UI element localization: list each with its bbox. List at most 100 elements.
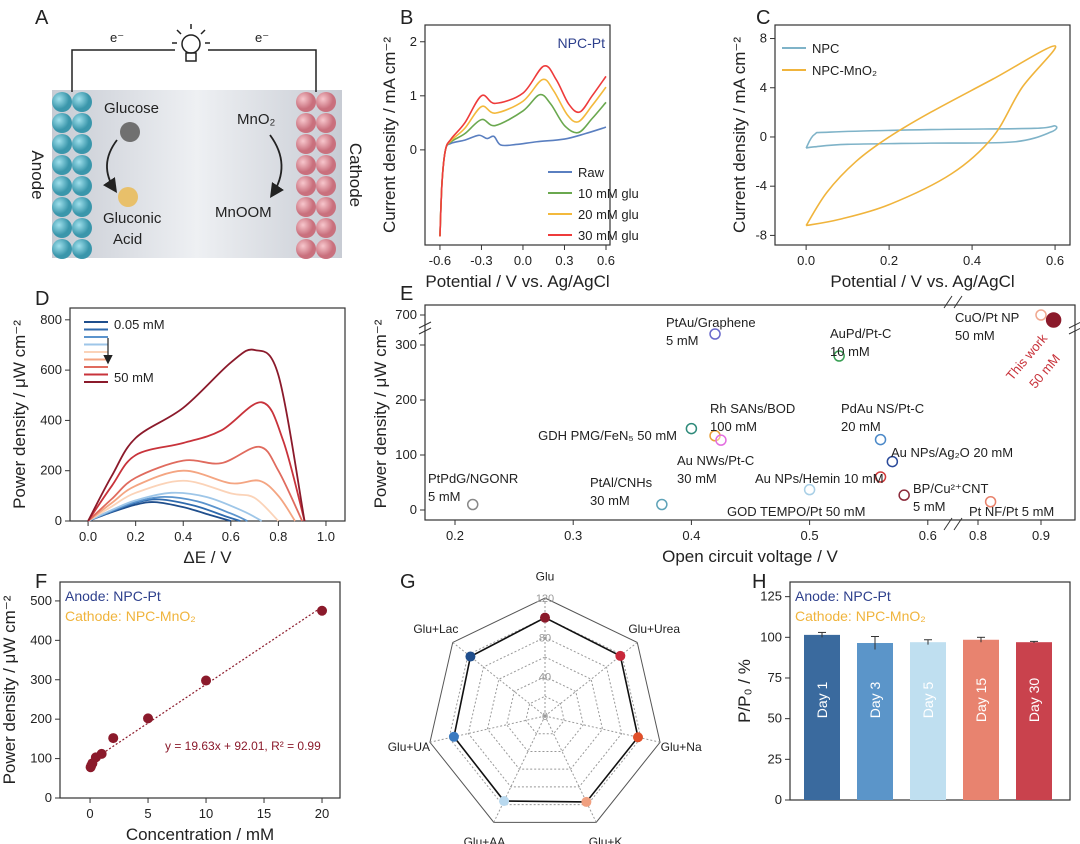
anode-particle [52,113,72,133]
bar [857,643,893,800]
radar-gridline [448,617,642,806]
data-point [886,455,899,468]
x-tick-label: 0.0 [79,529,97,544]
cathode-electrode [296,92,336,259]
glucose-label: Glucose [104,100,159,117]
x-tick-label: -0.6 [429,253,451,268]
point-label: AuPd/Pt-C [830,326,891,341]
data-point [108,733,119,744]
anode-particle [72,155,92,175]
anode-label: Anode: NPC-Pt [795,588,891,604]
plot-frame [424,304,1076,521]
anode-particle [52,218,72,238]
x-tick-label: 0.5 [801,528,819,543]
anode-particle [72,113,92,133]
series-line-0 [805,125,1058,149]
y-axis-label: Power density / μW cm⁻² [10,320,29,509]
y-axis-label: Current density / mA cm⁻² [730,37,749,233]
anode-particle [72,92,92,112]
y-tick-label: 800 [40,312,62,327]
legend-label: 10 mM glu [578,186,639,201]
legend-label: Raw [578,165,605,180]
point-label-2: 50 mM [955,328,995,343]
x-tick-label: 0.4 [174,529,192,544]
x-tick-label: 0.4 [682,528,700,543]
cathode-label: Cathode [346,143,365,207]
radar-point [540,612,550,623]
fit-line [95,606,323,759]
point-label-2: 5 mM [666,333,699,348]
mno2-label: MnO₂ [237,111,276,128]
y-axis-break [1068,321,1080,329]
cathode-particle [296,113,316,133]
data-point [317,605,328,616]
radar-category-label: Glu+AA [464,835,506,844]
legend-to-label: 50 mM [114,370,154,385]
data-point [96,748,107,759]
panel-a-diagram: e⁻ e⁻ Anode Cathode Glucose Gluconic Aci… [28,24,365,259]
cathode-particle [316,218,336,238]
data-point [1035,309,1047,321]
cathode-particle [316,176,336,196]
y-tick-label: -4 [755,178,767,193]
legend-label: NPC-MnO₂ [812,63,877,78]
x-axis-break [943,517,953,531]
gluconic-acid-molecule [118,187,138,207]
data-point [984,496,997,508]
cathode-particle [296,218,316,238]
series-line-3 [87,491,263,522]
y-tick-label: 0 [760,129,767,144]
y-axis-label: Power density / μW cm⁻² [371,319,390,508]
x-tick-label: 0.2 [446,528,464,543]
cathode-particle [296,176,316,196]
x-tick-label: 0.4 [963,253,981,268]
y-tick-label: 25 [768,751,782,766]
plot-frame [69,307,346,522]
radar-tick-label: 0 [542,711,548,723]
panel-c-axes: 0.0 0.2 0.4 0.6 -8 -4 0 4 8 Potential / V vs. Ag/… [730,24,1071,291]
panel-d-axes: 0.0 0.2 0.4 0.6 0.8 1.0 0 200 400 600 800 ΔE / V Pow… [10,307,346,567]
point-label-2: 20 mM [841,419,881,434]
anode-particle [72,218,92,238]
cathode-particle [296,239,316,259]
panel-label-d: D [35,288,49,310]
cathode-particle [296,92,316,112]
anode-particle [72,197,92,217]
y-axis-label: Power density / μW cm⁻² [0,595,19,784]
data-point [143,713,154,724]
panel-h-axes: 0 25 50 75 100 125 P/P₀ / % Day 1 Day 3 Day 5 Day … [735,581,1071,807]
y-tick-label: 2 [410,34,417,49]
x-tick-label: -0.3 [470,253,492,268]
y-tick-label: 700 [395,307,417,322]
x-tick-label: 0.2 [127,529,145,544]
radar-category-label: Glu+K [589,835,623,844]
radar-tick-label: 80 [539,632,551,644]
x-tick-label: 5 [144,806,151,821]
point-label-2: 30 mM [590,493,630,508]
bar-label: Day 30 [1026,678,1042,723]
radar-gridline [429,597,661,823]
cathode-particle [316,134,336,154]
bar-label: Day 15 [973,678,989,723]
point-label: Au NPs/Ag₂O 20 mM [891,445,1013,460]
x-axis-break [953,295,963,309]
panel-e-axes: 0.2 0.3 0.4 0.5 0.6 0.8 0.9 0 100 200 300 700 Open c… [371,295,1080,566]
cathode-particle [296,197,316,217]
y-tick-label: -8 [755,227,767,242]
gluconic-label-2: Acid [113,231,142,248]
radar-point [465,651,476,662]
panel-label-h: H [752,571,766,593]
legend-from-label: 0.05 mM [114,317,165,332]
oxidation-arrow [102,139,118,193]
anode-electrode [52,92,92,259]
data-point [709,328,721,340]
x-axis-label: Concentration / mM [126,825,274,844]
anode-particle [52,176,72,196]
x-tick-label: 0.3 [564,528,582,543]
point-label-2: 5 mM [428,489,461,504]
plot-frame [424,24,611,246]
y-tick-label: 200 [30,711,52,726]
y-tick-label: 0 [45,790,52,805]
bar [804,634,840,800]
